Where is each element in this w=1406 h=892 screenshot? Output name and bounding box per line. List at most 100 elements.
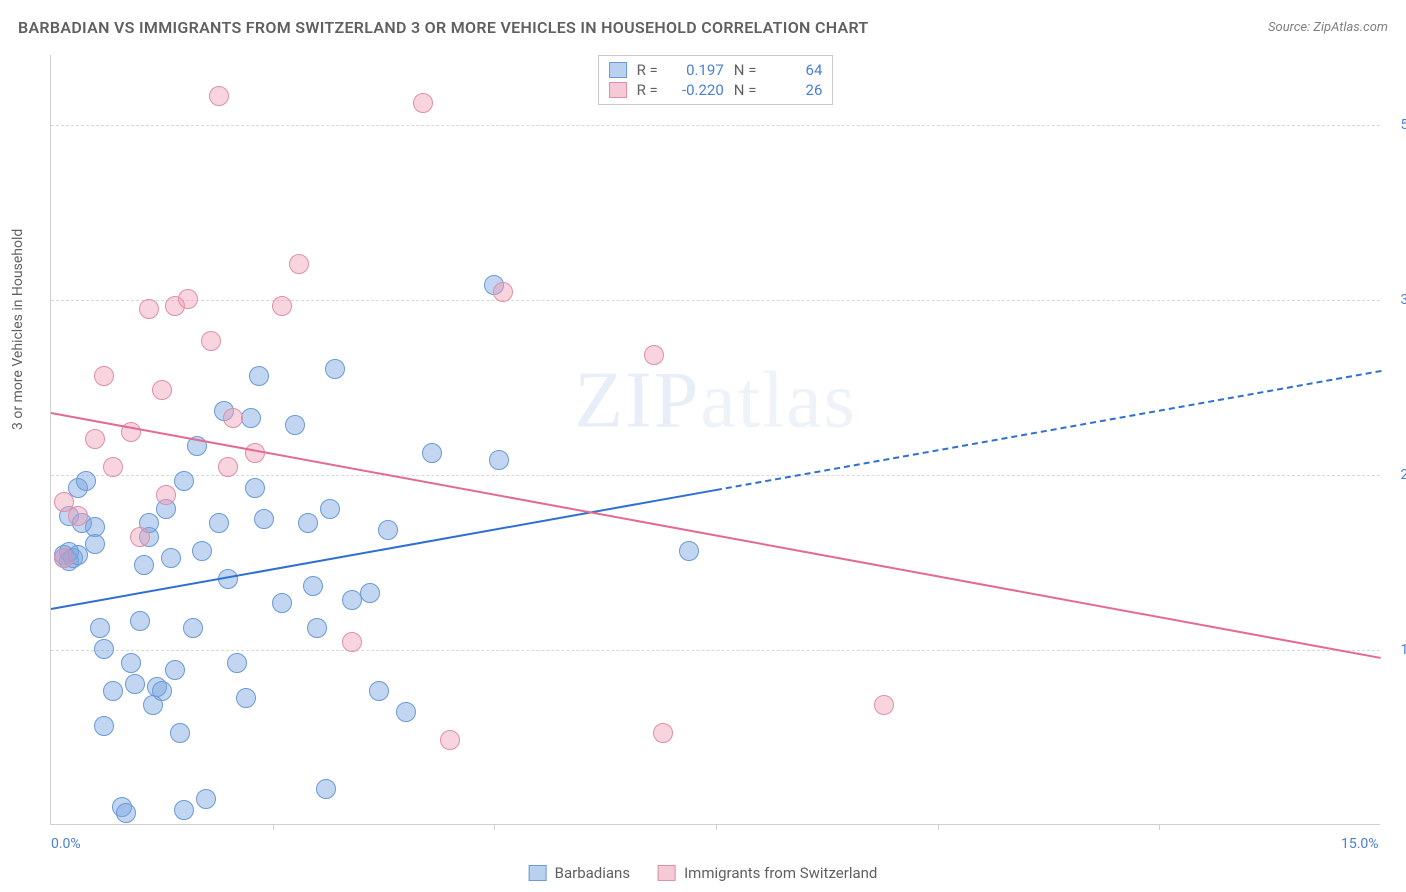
data-point — [85, 429, 105, 449]
data-point — [378, 520, 398, 540]
stats-row: R = -0.220 N = 26 — [609, 80, 823, 100]
data-point — [653, 723, 673, 743]
watermark: ZIPatlas — [574, 356, 857, 447]
stats-row: R = 0.197 N = 64 — [609, 60, 823, 80]
gridline — [51, 125, 1380, 126]
gridline — [51, 650, 1380, 651]
data-point — [396, 702, 416, 722]
r-label: R = — [637, 61, 658, 79]
data-point — [139, 299, 159, 319]
data-point — [54, 548, 74, 568]
bottom-legend: Barbadians Immigrants from Switzerland — [529, 864, 878, 882]
data-point — [342, 632, 362, 652]
data-point — [422, 443, 442, 463]
data-point — [130, 527, 150, 547]
data-point — [369, 681, 389, 701]
r-value: 0.197 — [668, 61, 724, 79]
legend-swatch — [609, 82, 627, 98]
data-point — [68, 506, 88, 526]
data-point — [227, 653, 247, 673]
data-point — [298, 513, 318, 533]
data-point — [218, 457, 238, 477]
data-point — [303, 576, 323, 596]
x-tick-mark — [716, 824, 717, 830]
data-point — [241, 408, 261, 428]
data-point — [94, 716, 114, 736]
data-point — [76, 471, 96, 491]
r-value: -0.220 — [668, 81, 724, 99]
y-tick-label: 50.0% — [1400, 117, 1406, 133]
data-point — [413, 93, 433, 113]
x-tick-mark — [273, 824, 274, 830]
source-attribution: Source: ZipAtlas.com — [1268, 20, 1388, 35]
data-point — [360, 583, 380, 603]
n-value: 26 — [766, 81, 822, 99]
legend-swatch — [658, 865, 676, 881]
data-point — [174, 471, 194, 491]
legend-label: Immigrants from Switzerland — [684, 864, 877, 882]
x-tick-mark — [1159, 824, 1160, 830]
n-label: N = — [734, 81, 757, 99]
x-tick-mark — [494, 824, 495, 830]
data-point — [644, 345, 664, 365]
x-tick-mark — [938, 824, 939, 830]
data-point — [489, 450, 509, 470]
data-point — [307, 618, 327, 638]
legend-item: Immigrants from Switzerland — [658, 864, 877, 882]
data-point — [245, 478, 265, 498]
data-point — [121, 653, 141, 673]
n-value: 64 — [766, 61, 822, 79]
data-point — [223, 408, 243, 428]
data-point — [316, 779, 336, 799]
trend-line — [716, 370, 1381, 491]
y-tick-label: 37.5% — [1400, 292, 1406, 308]
data-point — [272, 593, 292, 613]
data-point — [493, 282, 513, 302]
data-point — [90, 618, 110, 638]
data-point — [209, 86, 229, 106]
chart-title: BARBADIAN VS IMMIGRANTS FROM SWITZERLAND… — [18, 18, 869, 37]
data-point — [103, 457, 123, 477]
data-point — [170, 723, 190, 743]
trend-line — [51, 489, 716, 610]
data-point — [161, 548, 181, 568]
data-point — [325, 359, 345, 379]
plot-area: ZIPatlas 12.5%25.0%37.5%50.0%0.0%15.0%R … — [50, 55, 1380, 825]
data-point — [103, 681, 123, 701]
data-point — [679, 541, 699, 561]
data-point — [285, 415, 305, 435]
r-label: R = — [637, 81, 658, 99]
data-point — [209, 513, 229, 533]
legend-item: Barbadians — [529, 864, 630, 882]
data-point — [272, 296, 292, 316]
stats-legend: R = 0.197 N = 64 R = -0.220 N = 26 — [598, 55, 834, 105]
data-point — [236, 688, 256, 708]
data-point — [165, 660, 185, 680]
gridline — [51, 300, 1380, 301]
x-tick-label: 0.0% — [51, 836, 81, 852]
y-tick-label: 25.0% — [1400, 467, 1406, 483]
legend-swatch — [529, 865, 547, 881]
data-point — [320, 499, 340, 519]
legend-swatch — [609, 62, 627, 78]
n-label: N = — [734, 61, 757, 79]
data-point — [125, 674, 145, 694]
data-point — [192, 541, 212, 561]
data-point — [85, 517, 105, 537]
data-point — [289, 254, 309, 274]
y-axis-label: 3 or more Vehicles in Household — [10, 229, 26, 430]
trend-line — [51, 412, 1381, 659]
data-point — [196, 789, 216, 809]
data-point — [874, 695, 894, 715]
data-point — [94, 366, 114, 386]
data-point — [156, 485, 176, 505]
data-point — [183, 618, 203, 638]
data-point — [152, 681, 172, 701]
data-point — [178, 289, 198, 309]
data-point — [130, 611, 150, 631]
data-point — [152, 380, 172, 400]
gridline — [51, 475, 1380, 476]
data-point — [249, 366, 269, 386]
data-point — [94, 639, 114, 659]
legend-label: Barbadians — [555, 864, 630, 882]
